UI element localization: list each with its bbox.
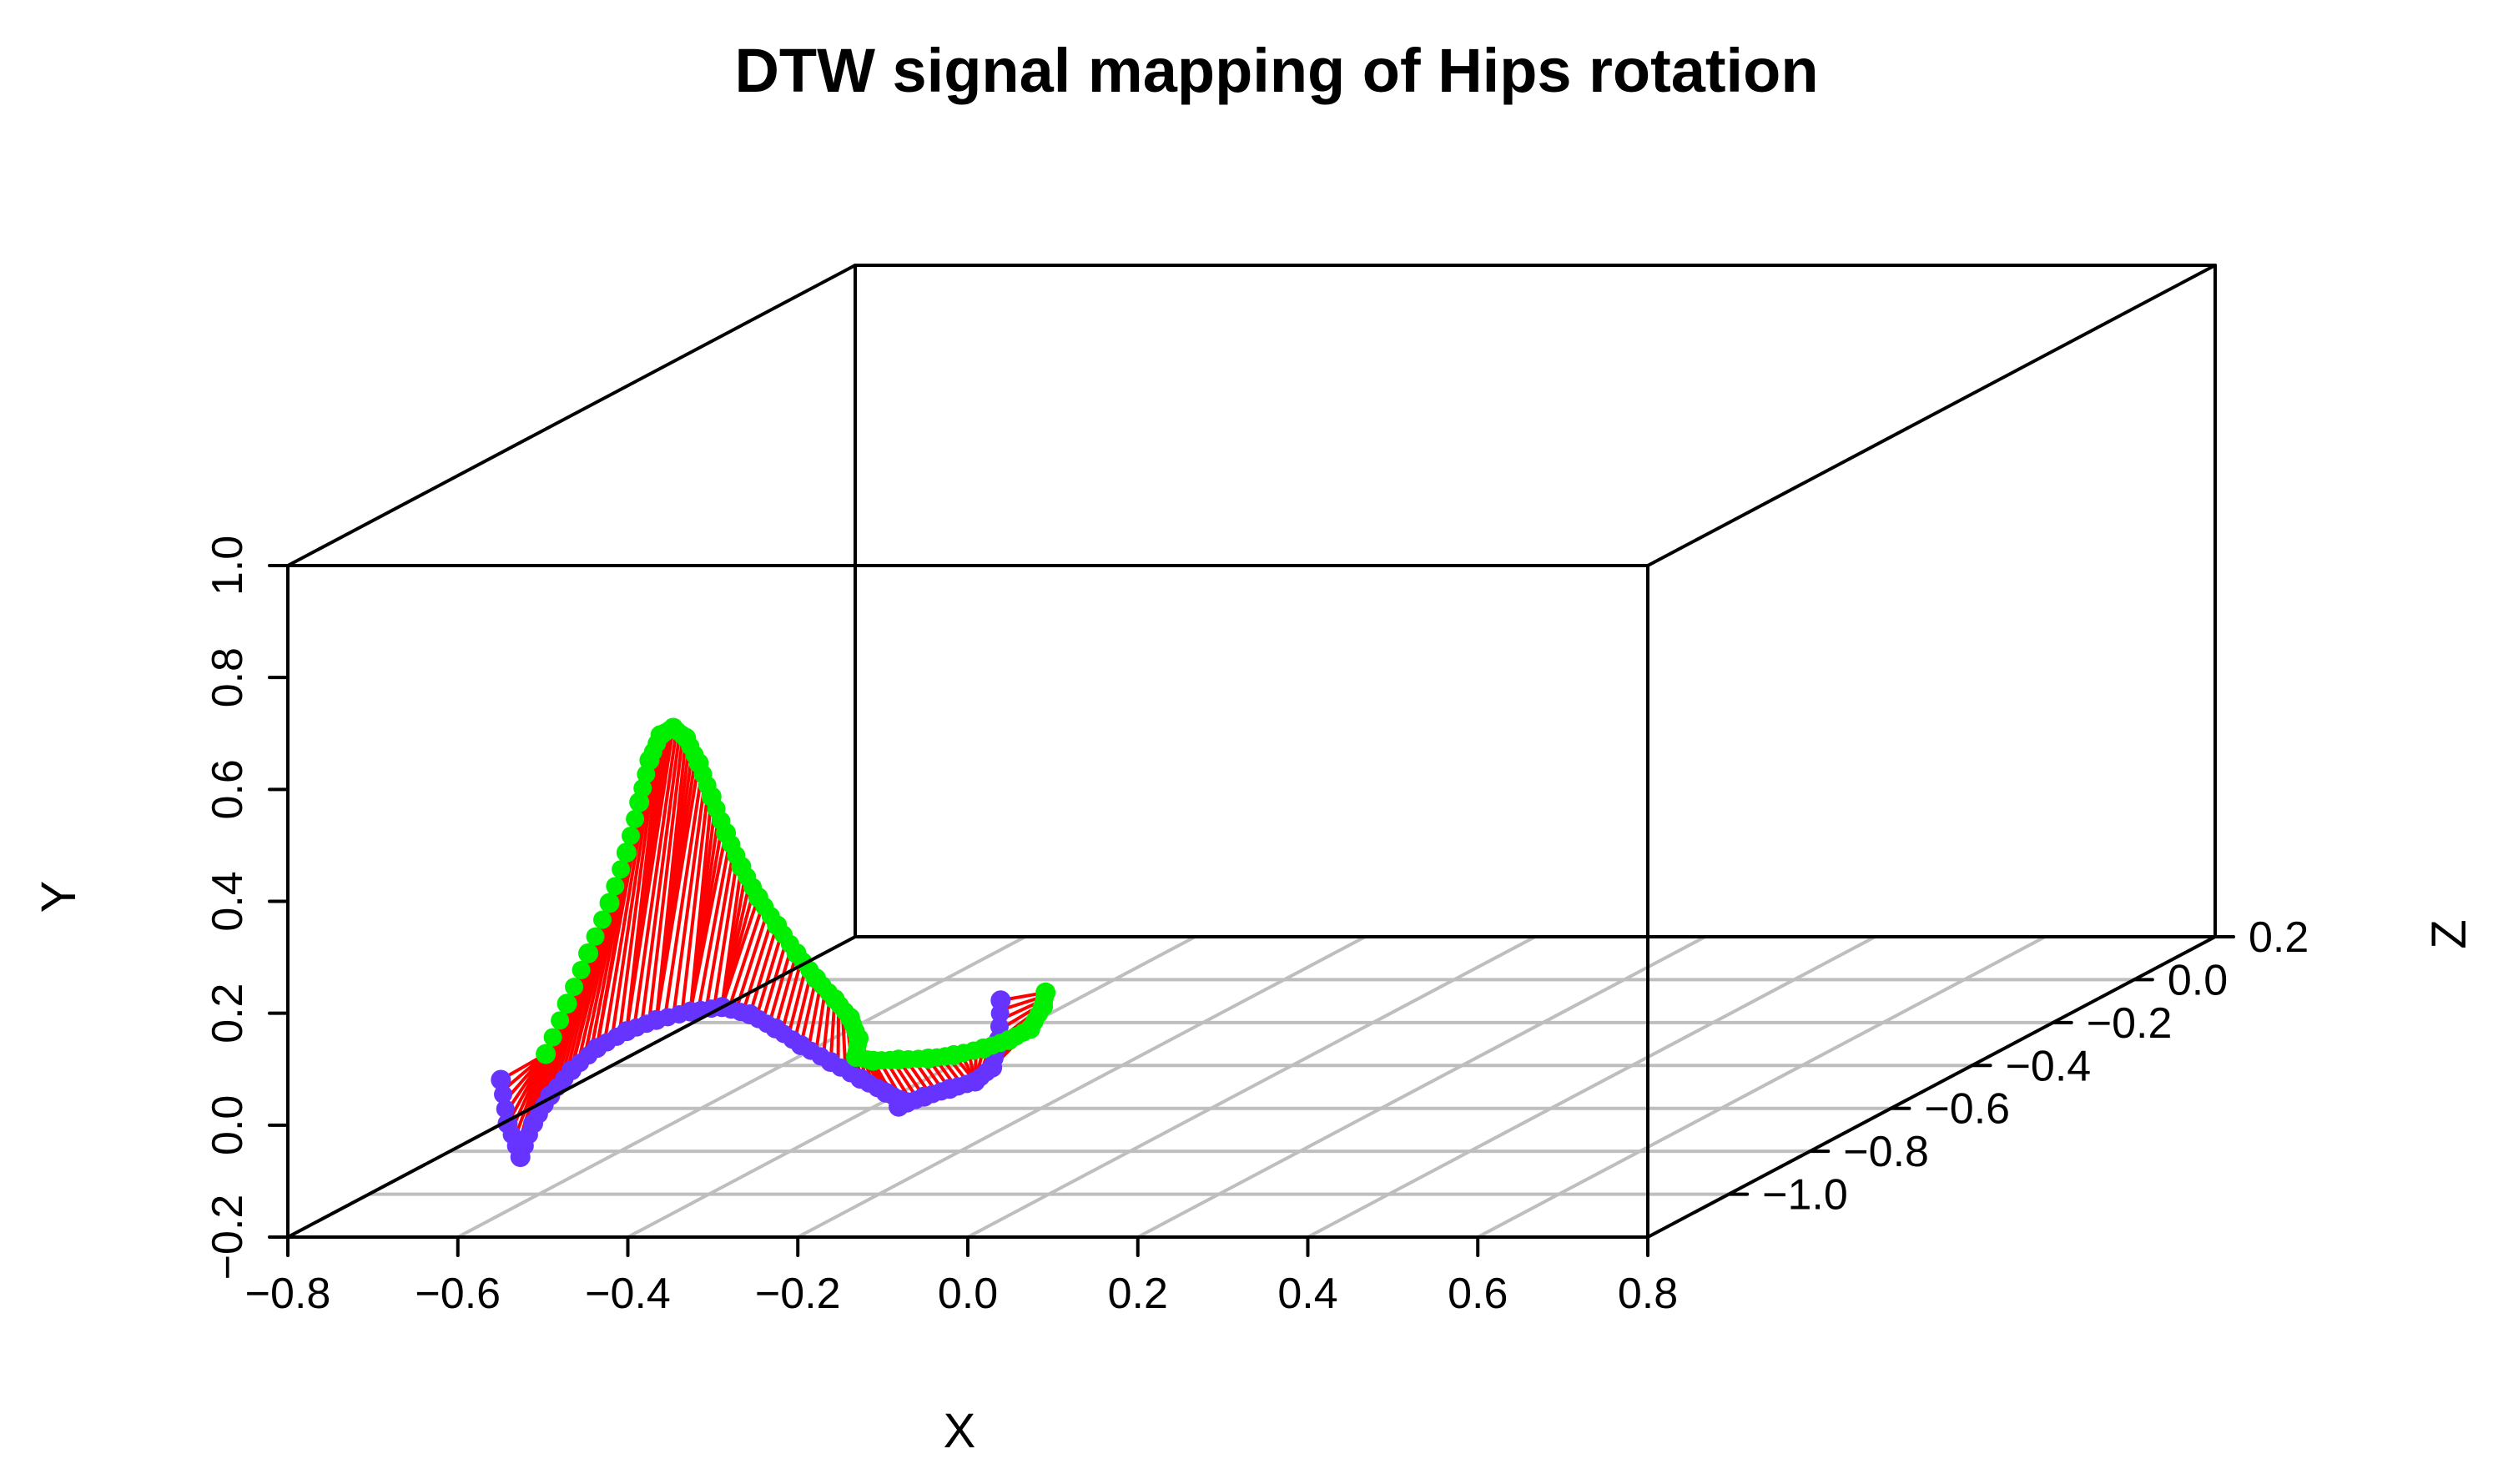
mapping-line: [720, 895, 760, 1009]
query-point: [606, 877, 625, 896]
x-tick-label: −0.8: [245, 1270, 331, 1318]
query-point: [593, 910, 612, 929]
x-tick-label: 0.8: [1618, 1270, 1678, 1318]
z-axis-label: Z: [2422, 919, 2476, 948]
mapping-line: [806, 982, 823, 1051]
reference-point: [496, 1099, 515, 1119]
y-tick-label: 1.0: [204, 536, 252, 596]
box-edge: [1646, 935, 2217, 1239]
mapping-line: [680, 786, 710, 1016]
mapping-line: [767, 944, 793, 1027]
y-tick-label: 0.6: [204, 759, 252, 819]
mapping-line: [662, 769, 704, 1020]
query-point: [599, 893, 620, 913]
mapping-line: [780, 958, 803, 1034]
query-point: [633, 778, 652, 797]
box-edge: [1646, 264, 2217, 567]
mapping-line: [696, 839, 732, 1013]
reference-point: [491, 1069, 511, 1090]
back-box: [286, 264, 2217, 938]
z-tick-label: −0.2: [2087, 999, 2173, 1048]
query-series: [536, 717, 1056, 1071]
mapping-line: [610, 746, 657, 1042]
y-axis-label: Y: [32, 881, 86, 913]
grid-line-x: [1136, 935, 1707, 1239]
query-point: [565, 978, 584, 997]
x-tick-label: 0.4: [1277, 1270, 1337, 1318]
query-point: [557, 994, 577, 1014]
mapping-line: [688, 831, 728, 1014]
box-edge: [286, 264, 857, 567]
reference-point: [494, 1084, 513, 1104]
query-point: [626, 809, 645, 828]
reference-point: [990, 1017, 1009, 1036]
reference-series: [491, 990, 1011, 1168]
query-point: [622, 826, 640, 845]
z-tick-label: 0.2: [2249, 913, 2309, 962]
mapping-line: [773, 951, 798, 1030]
z-tick-label: −0.8: [1843, 1128, 1929, 1176]
x-tick-label: −0.4: [585, 1270, 671, 1318]
y-tick-label: 0.4: [204, 871, 252, 931]
z-tick-label: −0.6: [1924, 1085, 2010, 1134]
mapping-line: [754, 930, 784, 1020]
z-tick-label: 0.0: [2168, 956, 2228, 1004]
mapping-line: [704, 848, 736, 1011]
x-tick-label: −0.2: [755, 1270, 841, 1318]
grid-line-x: [1476, 935, 2047, 1239]
x-axis-label: X: [944, 1404, 976, 1458]
z-tick-label: −0.4: [2006, 1042, 2092, 1090]
mapping-line: [639, 731, 682, 1028]
mapping-line: [727, 903, 765, 1011]
query-point: [536, 1044, 557, 1064]
mapping-line: [748, 923, 779, 1017]
query-point: [543, 1028, 562, 1047]
mapping-line: [672, 777, 708, 1018]
mapping-line: [741, 916, 774, 1014]
chart-title: DTW signal mapping of Hips rotation: [734, 36, 1818, 105]
grid-line-x: [966, 935, 1537, 1239]
reference-point: [990, 990, 1011, 1011]
floor-grid: [286, 935, 2217, 1239]
mapping-line: [632, 728, 678, 1030]
y-tick-label: 0.0: [204, 1095, 252, 1155]
grid-line-x: [796, 935, 1367, 1239]
query-point: [1035, 982, 1056, 1003]
x-tick-label: −0.6: [415, 1270, 501, 1318]
mapping-line: [798, 977, 818, 1047]
mapping-line: [654, 761, 701, 1022]
grid-line-x: [1306, 935, 1877, 1239]
box-edge: [286, 935, 857, 1239]
mapping-line: [733, 909, 770, 1013]
mapping-line: [625, 726, 675, 1034]
mapping-line: [712, 856, 739, 1010]
query-point: [612, 860, 631, 879]
query-point: [551, 1011, 570, 1030]
query-point: [572, 960, 591, 979]
mapping-line: [786, 963, 808, 1039]
x-tick-label: 0.2: [1108, 1270, 1168, 1318]
y-tick-label: 0.8: [204, 647, 252, 707]
y-tick-label: 0.2: [204, 983, 252, 1044]
query-point: [586, 927, 605, 946]
query-point: [616, 843, 637, 863]
x-tick-label: 0.6: [1448, 1270, 1508, 1318]
x-tick-label: 0.0: [938, 1270, 998, 1318]
mapping-line: [647, 733, 685, 1025]
grid-line-x: [456, 935, 1027, 1239]
axes: −0.8 −0.6 −0.4 −0.2 0.0 0.2 0.4 0.6 0.8−0.20.00.…: [204, 536, 2309, 1318]
query-point: [578, 943, 599, 963]
y-tick-label: −0.2: [204, 1195, 252, 1280]
z-tick-label: −1.0: [1762, 1171, 1848, 1220]
